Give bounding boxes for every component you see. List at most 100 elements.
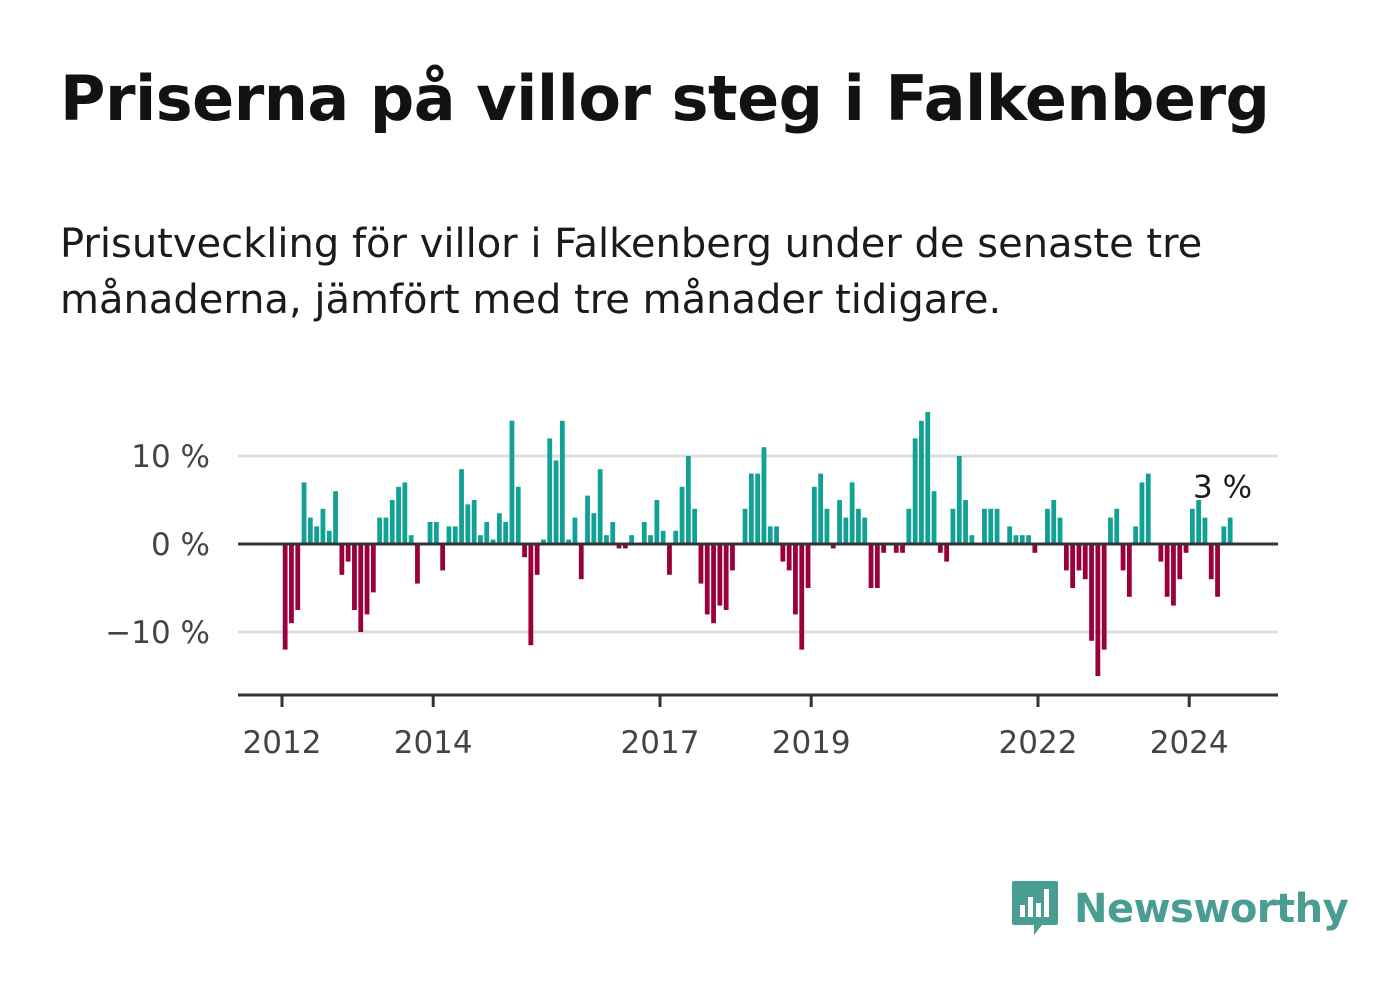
bar-negative bbox=[667, 544, 672, 575]
bar-positive bbox=[610, 522, 616, 544]
x-tick-label: 2019 bbox=[772, 725, 851, 761]
bar-negative bbox=[1089, 544, 1094, 641]
bar-positive bbox=[1189, 508, 1195, 544]
bar-positive bbox=[982, 508, 987, 544]
bar-positive bbox=[396, 486, 401, 544]
bar-positive bbox=[1133, 526, 1139, 544]
bar-negative bbox=[881, 544, 887, 553]
bar-negative bbox=[1101, 544, 1107, 650]
bar-negative bbox=[528, 544, 534, 646]
bar-negative bbox=[289, 544, 294, 624]
bar-positive bbox=[1057, 517, 1063, 544]
bar-positive bbox=[591, 513, 597, 544]
bar-negative bbox=[522, 544, 527, 558]
bar-positive bbox=[843, 517, 849, 544]
bar-positive bbox=[641, 522, 647, 544]
chart-title: Priserna på villor steg i Falkenberg bbox=[60, 62, 1270, 135]
bar-positive bbox=[1013, 535, 1019, 544]
bar-negative bbox=[830, 544, 836, 549]
bar-positive bbox=[496, 513, 502, 544]
bar-positive bbox=[509, 420, 515, 544]
bar-chart: 10 % 0 % −10 % 2012 2014 2017 2019 2022 2024 3 … bbox=[105, 412, 1278, 761]
bar-positive bbox=[849, 482, 855, 544]
bar-positive bbox=[767, 526, 773, 544]
bar-positive bbox=[1026, 535, 1031, 544]
bar-negative bbox=[805, 544, 811, 588]
bar-negative bbox=[1063, 544, 1069, 571]
bar-positive bbox=[1045, 508, 1050, 544]
bar-positive bbox=[333, 491, 338, 544]
bar-positive bbox=[541, 539, 546, 544]
bar-negative bbox=[622, 544, 628, 549]
bar-negative bbox=[1158, 544, 1164, 562]
bar-negative bbox=[799, 544, 805, 650]
bar-positive bbox=[484, 522, 490, 544]
bar-negative bbox=[723, 544, 729, 610]
bar-positive bbox=[326, 530, 332, 544]
bar-positive bbox=[988, 508, 994, 544]
bar-positive bbox=[402, 482, 408, 544]
bar-positive bbox=[515, 486, 521, 544]
bar-positive bbox=[383, 517, 389, 544]
bar-negative bbox=[1164, 544, 1170, 597]
bar-negative bbox=[1177, 544, 1183, 580]
bar-positive bbox=[490, 539, 496, 544]
axes bbox=[238, 542, 1278, 697]
bar-positive bbox=[673, 530, 679, 544]
bar-positive bbox=[748, 473, 754, 544]
bar-negative bbox=[900, 544, 905, 553]
bar-positive bbox=[320, 508, 326, 544]
bar-negative bbox=[352, 544, 357, 610]
x-tick-label: 2022 bbox=[999, 725, 1078, 761]
bar-negative bbox=[874, 544, 880, 588]
bar-negative bbox=[1120, 544, 1126, 571]
bar-negative bbox=[793, 544, 798, 615]
bar-positive bbox=[912, 438, 918, 544]
bar-negative bbox=[339, 544, 345, 575]
bar-positive bbox=[1007, 526, 1013, 544]
bar-negative bbox=[868, 544, 874, 588]
bar-positive bbox=[471, 500, 477, 544]
bar-positive bbox=[559, 420, 565, 544]
bar-negative bbox=[717, 544, 723, 606]
bar-negative bbox=[282, 544, 288, 650]
bar-positive bbox=[408, 535, 414, 544]
bar-positive bbox=[503, 522, 509, 544]
x-axis-ticks: 2012 2014 2017 2019 2022 2024 bbox=[243, 695, 1229, 761]
newsworthy-logo-icon bbox=[1012, 881, 1058, 935]
bar-positive bbox=[1019, 535, 1025, 544]
bar-positive bbox=[314, 526, 320, 544]
y-tick-label: 10 % bbox=[131, 439, 210, 475]
bar-positive bbox=[685, 456, 691, 544]
bar-negative bbox=[364, 544, 370, 615]
bar-negative bbox=[1076, 544, 1082, 571]
bar-positive bbox=[660, 530, 666, 544]
bar-negative bbox=[711, 544, 716, 624]
bar-negative bbox=[780, 544, 786, 562]
bar-positive bbox=[969, 535, 975, 544]
bar-positive bbox=[950, 508, 956, 544]
bar-negative bbox=[786, 544, 792, 571]
x-tick-label: 2012 bbox=[243, 725, 322, 761]
bar-positive bbox=[572, 517, 578, 544]
bar-negative bbox=[616, 544, 622, 549]
brand-name: Newsworthy bbox=[1074, 886, 1349, 932]
bar-positive bbox=[465, 504, 471, 544]
bar-negative bbox=[1095, 544, 1101, 676]
bar-positive bbox=[427, 522, 433, 544]
bar-positive bbox=[925, 412, 931, 544]
bar-negative bbox=[730, 544, 735, 571]
bar-positive bbox=[1145, 473, 1151, 544]
bar-positive bbox=[1227, 517, 1233, 544]
bar-positive bbox=[1114, 508, 1120, 544]
bar-positive bbox=[553, 460, 559, 544]
bar-positive bbox=[862, 517, 868, 544]
bar-positive bbox=[755, 473, 761, 544]
bar-positive bbox=[446, 526, 452, 544]
bar-positive bbox=[1196, 500, 1202, 544]
bar-negative bbox=[1208, 544, 1214, 580]
bar-positive bbox=[919, 420, 924, 544]
bar-positive bbox=[459, 469, 464, 544]
bar-positive bbox=[452, 526, 458, 544]
bar-positive bbox=[692, 508, 698, 544]
